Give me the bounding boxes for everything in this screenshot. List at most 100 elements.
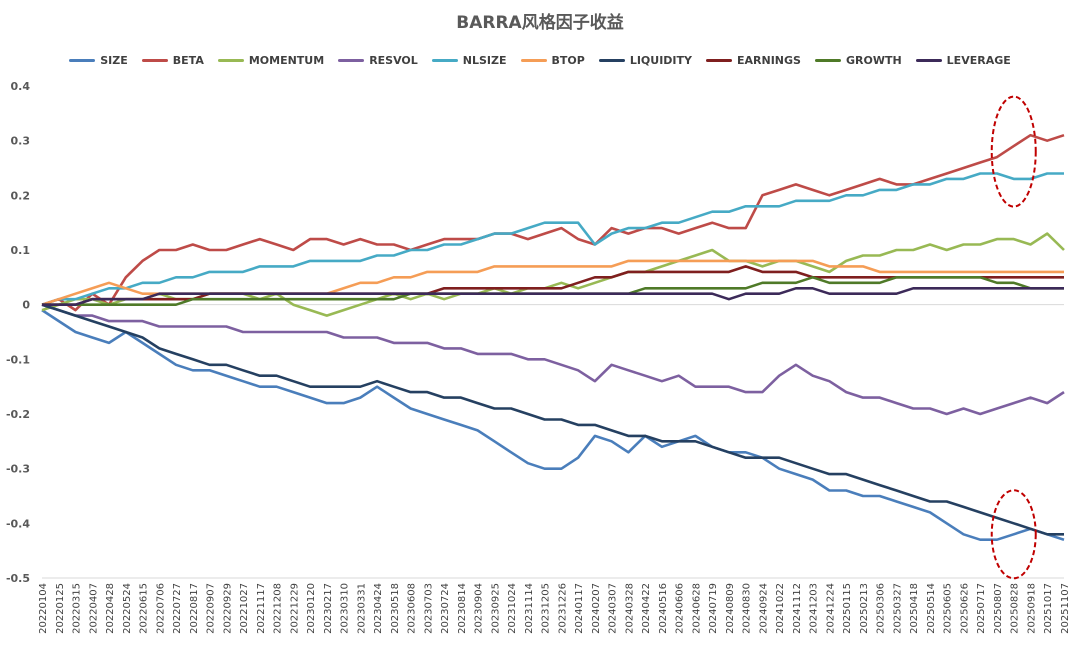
- series-line-liquidity: [41, 303, 1064, 536]
- legend-item-growth: GROWTH: [814, 53, 902, 67]
- x-tick-label: 20251017: [1043, 583, 1054, 634]
- legend-item-momentum: MOMENTUM: [217, 53, 325, 67]
- x-tick-label: 20220817: [189, 583, 200, 634]
- y-tick-label: 0.3: [11, 135, 31, 148]
- y-tick-label: -0.2: [6, 408, 30, 421]
- x-tick-label: 20250306: [876, 583, 887, 634]
- legend-swatch: [338, 58, 365, 62]
- series-line-nlsize: [41, 172, 1064, 306]
- x-tick-label: 20231114: [524, 583, 535, 634]
- legend-label: EARNINGS: [737, 53, 801, 67]
- legend-item-btop: BTOP: [520, 54, 585, 67]
- legend-label: MOMENTUM: [248, 53, 325, 67]
- annotation-ellipse: [990, 95, 1037, 208]
- x-tick-label: 20230310: [340, 583, 351, 634]
- x-tick-label: 20221027: [239, 583, 250, 634]
- legend-swatch: [431, 58, 458, 62]
- y-tick-label: -0.3: [6, 463, 30, 476]
- legend-label: GROWTH: [845, 53, 902, 67]
- legend-label: RESVOL: [369, 53, 418, 67]
- x-tick-label: 20220125: [55, 583, 66, 634]
- legend-item-size: SIZE: [69, 54, 128, 67]
- x-tick-label: 20250717: [976, 583, 987, 634]
- series-line-resvol: [41, 303, 1065, 416]
- legend-item-resvol: RESVOL: [338, 54, 418, 67]
- y-tick-label: 0.1: [11, 244, 31, 257]
- x-tick-label: 20250327: [892, 583, 903, 634]
- x-tick-label: 20241022: [775, 583, 786, 634]
- x-tick-label: 20231205: [541, 583, 552, 634]
- x-tick-label: 20230724: [440, 583, 451, 634]
- legend-label: LIQUIDITY: [629, 53, 692, 67]
- x-axis-ticks: 20220104 20220125 20220315 20220407 20220428…: [38, 583, 1071, 634]
- legend-swatch: [520, 58, 547, 62]
- x-tick-label: 20250918: [1026, 583, 1037, 634]
- legend-item-earnings: EARNINGS: [706, 54, 801, 67]
- x-tick-label: 20220727: [172, 583, 183, 634]
- x-tick-label: 20220615: [139, 583, 150, 634]
- x-tick-label: 20230608: [407, 583, 418, 634]
- x-tick-label: 20240830: [742, 583, 753, 634]
- annotations: [990, 95, 1037, 580]
- x-tick-label: 20221117: [256, 583, 267, 634]
- series-line-beta: [41, 133, 1065, 312]
- x-tick-label: 20220104: [38, 583, 49, 634]
- x-tick-label: 20231226: [557, 583, 568, 634]
- legend-item-beta: BETA: [141, 54, 204, 67]
- x-tick-label: 20250626: [959, 583, 970, 634]
- x-tick-label: 20230424: [373, 583, 384, 634]
- x-tick-label: 20240207: [591, 583, 602, 634]
- series-line-size: [41, 309, 1065, 542]
- legend-swatch: [217, 58, 244, 62]
- x-tick-label: 20220428: [105, 583, 116, 634]
- chart-title: BARRA风格因子收益: [456, 13, 624, 33]
- y-axis-ticks: 0.4 0.3 0.2 0.1 0 -0.1 -0.2 -0.3 -0.4 -0.5: [6, 80, 30, 585]
- x-tick-label: 20240809: [725, 583, 736, 634]
- x-tick-label: 20241224: [825, 583, 836, 634]
- y-tick-label: 0: [22, 299, 30, 312]
- x-tick-label: 20220315: [72, 583, 83, 634]
- legend-swatch: [598, 58, 625, 62]
- y-tick-label: -0.1: [6, 353, 30, 366]
- legend-label: LEVERAGE: [946, 53, 1011, 67]
- x-tick-label: 20250514: [926, 583, 937, 634]
- legend-swatch: [814, 58, 841, 62]
- x-tick-label: 20230904: [474, 583, 485, 634]
- x-tick-label: 20221208: [273, 583, 284, 634]
- x-tick-label: 20241112: [792, 583, 803, 634]
- legend-swatch: [915, 58, 942, 62]
- chart-legend: SIZE BETA MOMENTUM RESVOL NLSIZE BTOP LIQUIDIT…: [40, 51, 1040, 69]
- y-tick-label: -0.4: [6, 517, 30, 530]
- x-tick-label: 20240516: [658, 583, 669, 634]
- legend-item-nlsize: NLSIZE: [431, 54, 507, 67]
- x-tick-label: 20220407: [88, 583, 99, 634]
- series-line-growth: [42, 275, 1064, 307]
- legend-label: SIZE: [100, 53, 128, 67]
- x-tick-label: 20240307: [608, 583, 619, 634]
- x-tick-label: 20230331: [356, 583, 367, 634]
- annotation-ellipse: [990, 489, 1037, 580]
- x-tick-label: 20240606: [675, 583, 686, 634]
- x-tick-label: 20240924: [758, 583, 769, 634]
- x-tick-label: 20220524: [122, 583, 133, 634]
- x-tick-label: 20240628: [691, 583, 702, 634]
- x-tick-label: 20250828: [1010, 583, 1021, 634]
- x-tick-label: 20250418: [909, 583, 920, 634]
- x-tick-label: 20230925: [490, 583, 501, 634]
- x-tick-label: 20230703: [423, 583, 434, 634]
- x-tick-label: 20220706: [155, 583, 166, 634]
- x-tick-label: 20250807: [993, 583, 1004, 634]
- series-lines: [41, 133, 1065, 542]
- x-tick-label: 20240328: [624, 583, 635, 634]
- x-tick-label: 20240117: [574, 583, 585, 634]
- x-tick-label: 20220929: [222, 583, 233, 634]
- series-line-leverage: [42, 286, 1064, 307]
- x-tick-label: 20250213: [859, 583, 870, 634]
- x-tick-label: 20241203: [809, 583, 820, 634]
- x-tick-label: 20231024: [507, 583, 518, 634]
- x-tick-label: 20250115: [842, 583, 853, 634]
- x-tick-label: 20251107: [1060, 583, 1071, 634]
- legend-swatch: [69, 58, 96, 62]
- legend-item-liquidity: LIQUIDITY: [598, 53, 692, 67]
